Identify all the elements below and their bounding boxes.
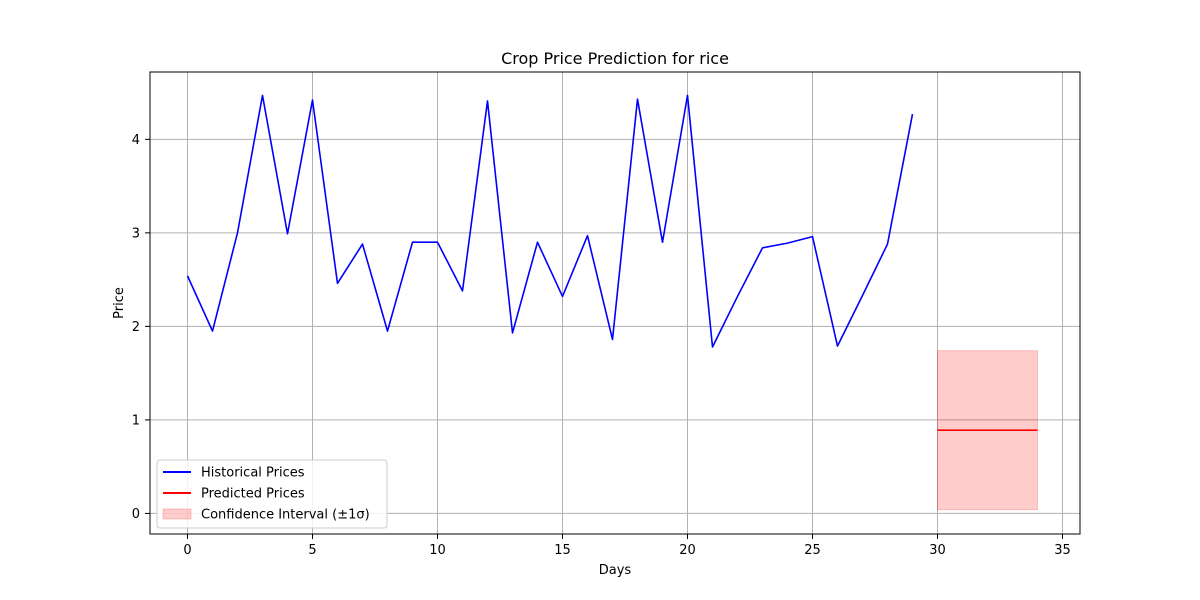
x-tick-label: 35 bbox=[1054, 543, 1071, 558]
chart-title: Crop Price Prediction for rice bbox=[501, 49, 729, 68]
legend-label-predicted: Predicted Prices bbox=[201, 487, 305, 502]
x-tick-label: 5 bbox=[308, 543, 316, 558]
x-tick-label: 20 bbox=[679, 543, 696, 558]
ticks-layer: 0 5 10 15 20 25 30 35 0 1 2 3 4 bbox=[132, 133, 1071, 558]
x-tick-label: 15 bbox=[554, 543, 571, 558]
historical-prices-line bbox=[186, 94, 914, 348]
legend-label-historical: Historical Prices bbox=[201, 466, 305, 481]
legend: Historical Prices Predicted Prices Confi… bbox=[156, 459, 388, 529]
plot-area-frame bbox=[149, 71, 1081, 535]
y-tick-label: 1 bbox=[132, 413, 140, 428]
x-tick-label: 25 bbox=[804, 543, 821, 558]
y-tick-label: 0 bbox=[132, 507, 140, 522]
legend-label-confidence: Confidence Interval (±1σ) bbox=[201, 508, 370, 523]
x-tick-label: 0 bbox=[183, 543, 191, 558]
y-axis-label: Price bbox=[112, 287, 127, 319]
x-axis-label: Days bbox=[599, 563, 632, 578]
x-tick-label: 30 bbox=[929, 543, 946, 558]
legend-box bbox=[156, 459, 388, 529]
legend-swatch-confidence bbox=[162, 508, 192, 520]
x-tick-label: 10 bbox=[429, 543, 446, 558]
y-tick-label: 2 bbox=[132, 320, 140, 335]
y-tick-label: 3 bbox=[132, 226, 140, 241]
y-tick-label: 4 bbox=[132, 133, 140, 148]
series-layer bbox=[186, 94, 1038, 431]
